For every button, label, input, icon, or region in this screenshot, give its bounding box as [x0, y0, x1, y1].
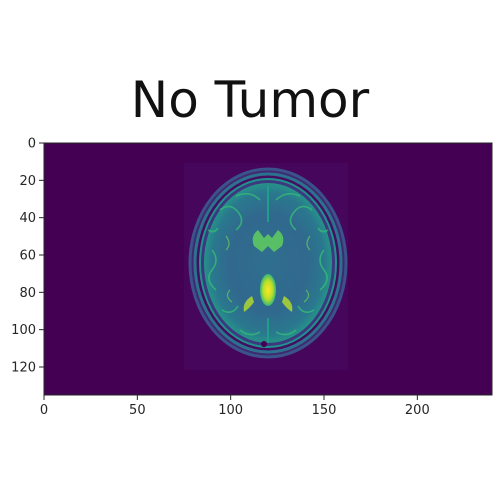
x-tick-label: 0: [40, 403, 48, 418]
brain-tissue: [204, 183, 332, 343]
y-tick-label: 40: [19, 211, 36, 226]
y-tick-label: 0: [28, 137, 36, 152]
x-axis: 0 50 100 150 200: [40, 395, 430, 418]
y-tick-label: 20: [19, 174, 36, 189]
y-tick-label: 100: [11, 323, 36, 338]
y-tick-label: 80: [19, 286, 36, 301]
brain-scan: [184, 163, 348, 370]
y-axis: 0 20 40 60 80 100 120: [11, 137, 44, 376]
y-tick-label: 120: [11, 361, 36, 376]
image-title: No Tumor: [130, 71, 370, 129]
x-tick-label: 50: [129, 403, 146, 418]
y-tick-label: 60: [19, 249, 36, 264]
x-tick-label: 150: [312, 403, 337, 418]
x-tick-label: 100: [218, 403, 243, 418]
x-tick-label: 200: [405, 403, 430, 418]
third-ventricle: [260, 274, 276, 306]
plot-frame: [43, 142, 493, 396]
lateral-ventricles: [252, 230, 284, 252]
